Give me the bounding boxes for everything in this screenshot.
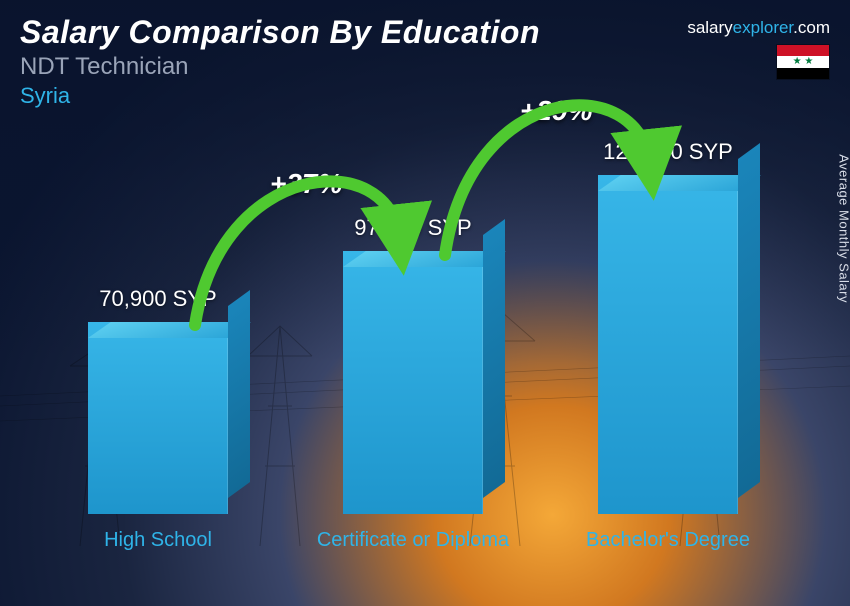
brand-part1: salary — [687, 18, 732, 37]
bar-front-face — [343, 251, 483, 514]
country-flag: ★ ★ — [776, 44, 830, 80]
bar-group: 125,000 SYP Bachelor's Degree — [568, 139, 768, 576]
flag-stars: ★ ★ — [777, 56, 829, 67]
bar-category-label: Certificate or Diploma — [317, 528, 509, 576]
bar-side-face — [738, 143, 760, 498]
bar — [88, 322, 228, 514]
bar-top-face — [598, 175, 761, 191]
bar-front-face — [598, 175, 738, 514]
bar-value-label: 125,000 SYP — [603, 139, 733, 165]
flag-stripe-black — [777, 68, 829, 79]
flag-stripe-red — [777, 45, 829, 56]
bar — [598, 175, 738, 514]
bar-group: 70,900 SYP High School — [58, 286, 258, 576]
bar-side-face — [228, 290, 250, 498]
bar-value-label: 97,000 SYP — [354, 215, 471, 241]
brand-part2: explorer — [733, 18, 793, 37]
brand-logo: salaryexplorer.com — [687, 18, 830, 38]
bar-category-label: Bachelor's Degree — [586, 528, 750, 576]
bar-side-face — [483, 219, 505, 498]
flag-stripe-white: ★ ★ — [777, 56, 829, 67]
bar — [343, 251, 483, 514]
brand-part3: .com — [793, 18, 830, 37]
bar-top-face — [343, 251, 506, 267]
bar-category-label: High School — [104, 528, 212, 576]
job-title: NDT Technician — [20, 53, 830, 81]
y-axis-label: Average Monthly Salary — [837, 154, 850, 303]
bar-value-label: 70,900 SYP — [99, 286, 216, 312]
bar-top-face — [88, 322, 251, 338]
bar-group: 97,000 SYP Certificate or Diploma — [313, 215, 513, 576]
bar-front-face — [88, 322, 228, 514]
bar-chart: 70,900 SYP High School 97,000 SYP Certifica… — [58, 136, 768, 576]
country-label: Syria — [20, 83, 830, 109]
